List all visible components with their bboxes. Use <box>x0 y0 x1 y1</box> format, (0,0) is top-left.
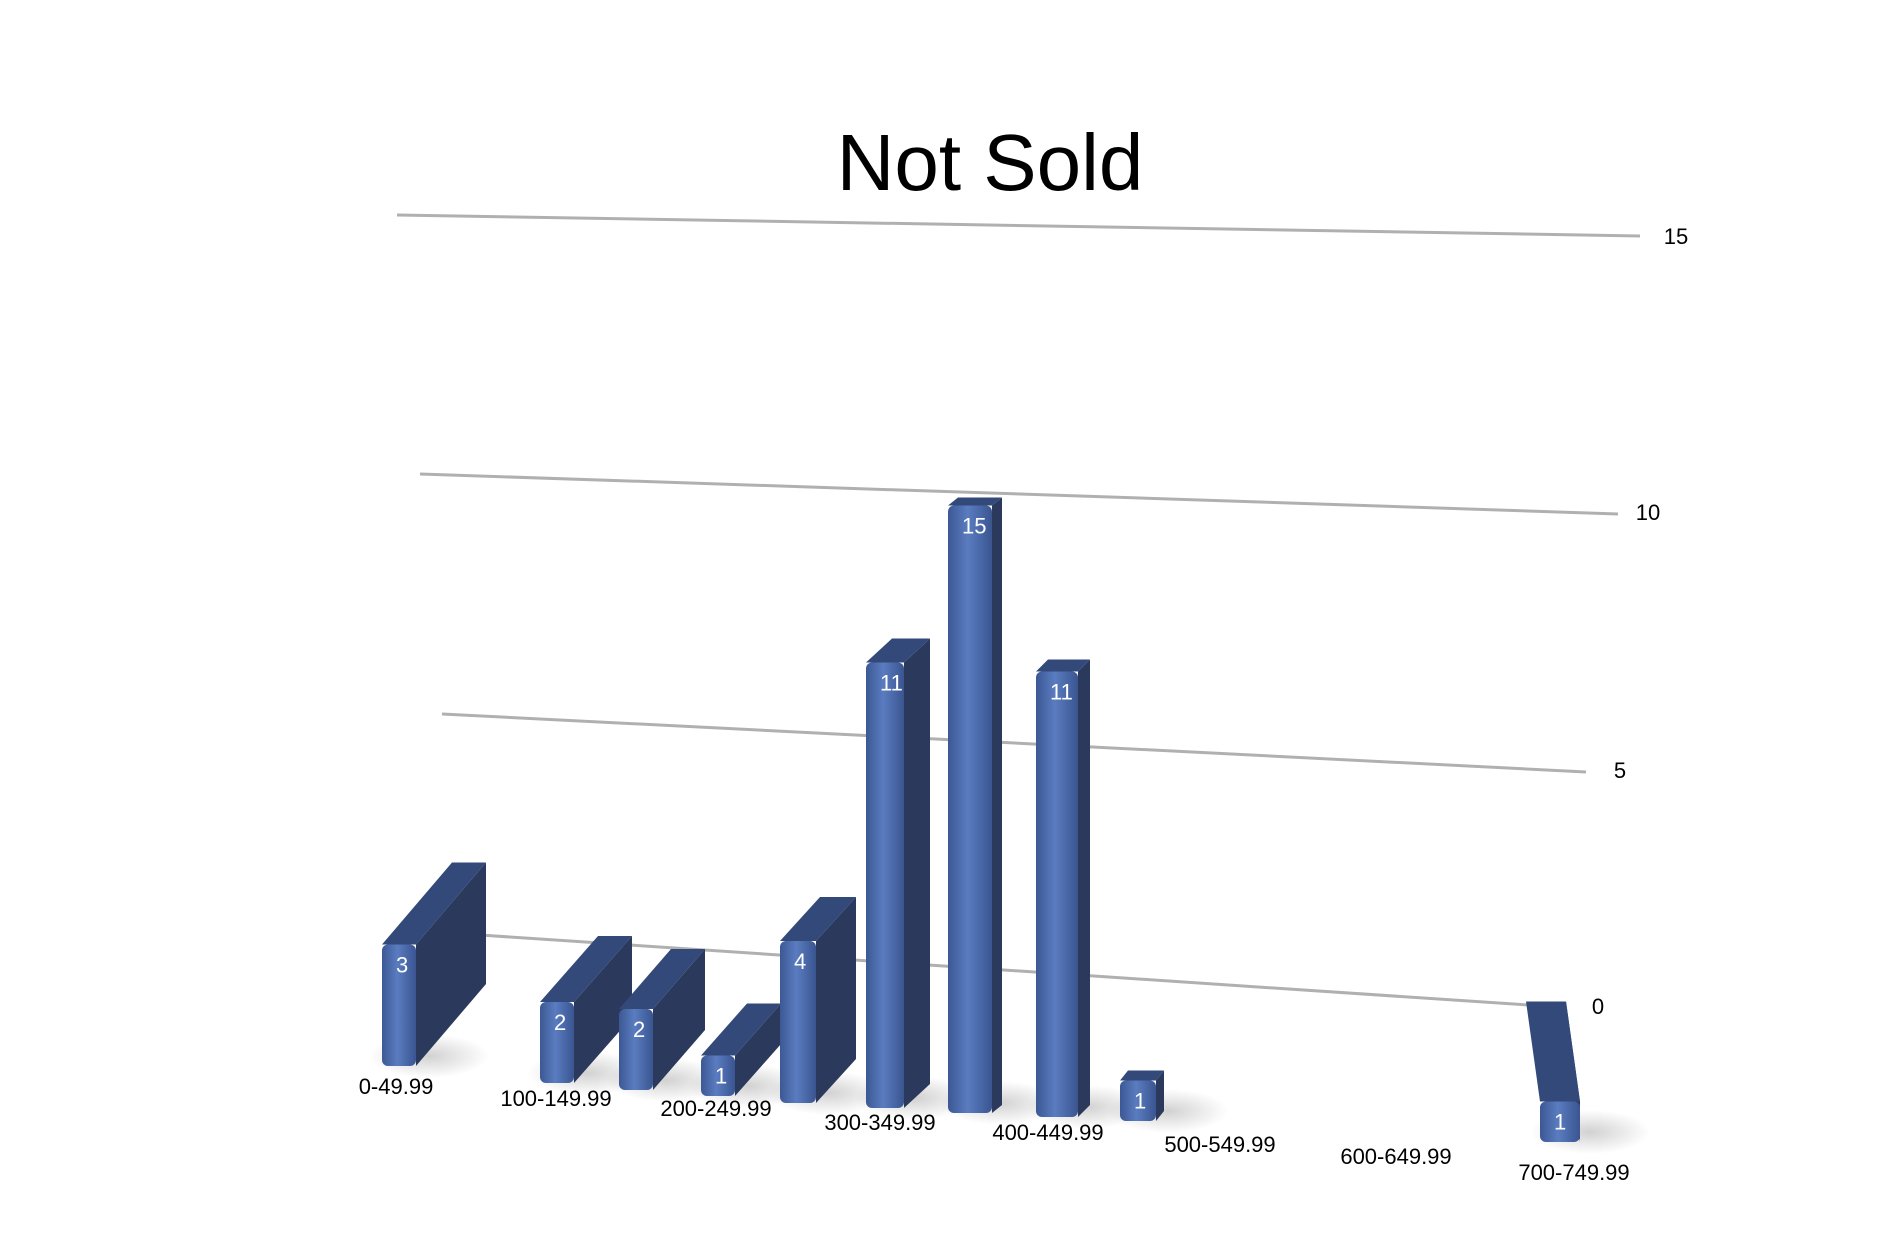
bar-front <box>1036 671 1078 1117</box>
bar-front <box>701 1055 735 1096</box>
bar <box>540 936 632 1083</box>
data-label: 1 <box>715 1064 727 1089</box>
bar-top <box>780 897 856 941</box>
bar-top <box>540 936 632 1002</box>
bar-front <box>540 1002 574 1083</box>
x-tick-label: 0-49.99 <box>359 1074 434 1099</box>
bar <box>866 638 930 1108</box>
bar-side <box>1156 1070 1164 1121</box>
bar-front <box>780 941 816 1103</box>
bar-top <box>1526 1001 1580 1102</box>
bar-side <box>904 638 930 1108</box>
bar-side <box>1078 659 1090 1117</box>
data-label: 11 <box>1050 680 1073 705</box>
x-tick-label: 100-149.99 <box>500 1086 611 1111</box>
bar-top <box>866 638 930 663</box>
bar-top <box>1036 659 1090 672</box>
bar-side <box>653 949 705 1090</box>
bar-side <box>416 862 486 1066</box>
x-tick-label: 600-649.99 <box>1340 1144 1451 1169</box>
bar-top <box>948 497 1002 506</box>
bar <box>701 1003 781 1096</box>
data-label: 1 <box>1134 1089 1146 1114</box>
y-tick-label: 15 <box>1664 224 1688 249</box>
bar <box>780 897 856 1103</box>
bar-side <box>735 1003 781 1096</box>
bar-top <box>619 949 705 1009</box>
bar <box>1036 659 1090 1117</box>
data-label: 2 <box>633 1017 645 1042</box>
bar <box>382 862 486 1066</box>
data-label: 2 <box>554 1010 566 1035</box>
y-tick-label: 10 <box>1636 500 1660 525</box>
data-label: 15 <box>962 514 986 539</box>
bar-front <box>619 1009 653 1090</box>
bar-side <box>992 497 1002 1113</box>
y-tick-label: 5 <box>1614 758 1626 783</box>
chart-title: Not Sold <box>837 118 1144 207</box>
bar-front <box>866 662 904 1108</box>
x-tick-label: 700-749.99 <box>1518 1160 1629 1185</box>
bar-side <box>574 936 632 1083</box>
y-tick-label: 0 <box>1592 994 1604 1019</box>
bar-front <box>1120 1080 1156 1121</box>
bar-top <box>701 1003 781 1056</box>
x-tick-label: 500-549.99 <box>1164 1132 1275 1157</box>
x-tick-label: 200-249.99 <box>660 1096 771 1121</box>
gridline <box>441 712 1587 774</box>
x-tick-label: 400-449.99 <box>992 1120 1103 1145</box>
data-label: 1 <box>1554 1110 1566 1135</box>
gridline <box>479 933 1559 1009</box>
data-label: 11 <box>880 671 903 696</box>
bar-front <box>948 505 992 1113</box>
bar-side <box>816 897 856 1103</box>
data-label: 3 <box>396 953 408 978</box>
bar <box>1526 1001 1580 1142</box>
x-tick-label: 300-349.99 <box>824 1110 935 1135</box>
bar-front <box>382 944 416 1066</box>
data-label: 4 <box>794 949 806 974</box>
bar-top <box>382 862 486 945</box>
gridline <box>396 213 1641 238</box>
bar-top <box>1120 1070 1164 1081</box>
bar <box>619 949 705 1090</box>
bar <box>1120 1070 1164 1121</box>
gridline <box>419 472 1619 516</box>
bar-front <box>1540 1101 1580 1142</box>
bar <box>948 497 1002 1113</box>
